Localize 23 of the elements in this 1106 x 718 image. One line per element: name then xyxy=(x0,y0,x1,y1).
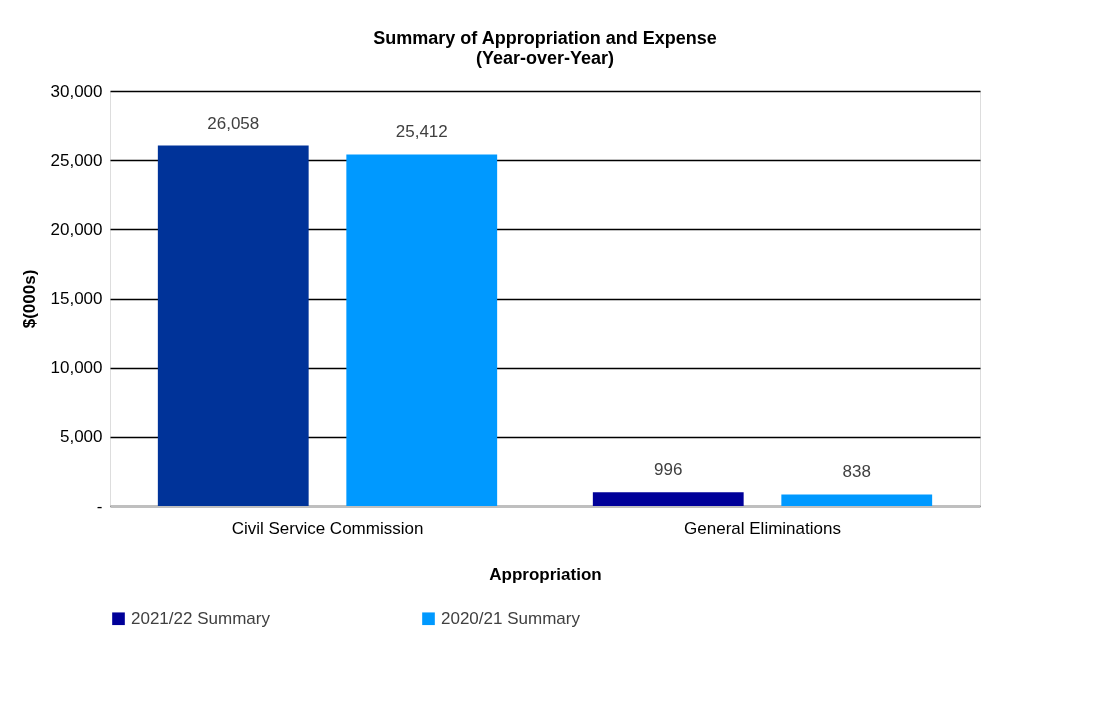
x-tick-label: Civil Service Commission xyxy=(231,518,424,538)
legend-label: 2020/21 Summary xyxy=(441,608,581,628)
y-tick-label: - xyxy=(96,496,103,516)
data-label: 838 xyxy=(842,462,871,482)
y-tick-label: 5,000 xyxy=(59,427,103,447)
legend-label: 2021/22 Summary xyxy=(131,608,271,628)
y-axis-title: $(000s) xyxy=(19,269,39,329)
x-axis-title: Appropriation xyxy=(489,564,602,584)
x-tick-label: General Eliminations xyxy=(684,518,841,538)
bar xyxy=(781,494,933,506)
y-tick-label: 20,000 xyxy=(50,219,103,239)
text: Summary of Appropriation and Expense xyxy=(373,28,717,48)
y-tick-label: 10,000 xyxy=(50,358,103,378)
y-tick-label: 15,000 xyxy=(50,289,103,308)
text: (Year-over-Year) xyxy=(475,48,615,68)
bar xyxy=(346,154,498,506)
data-label: 996 xyxy=(654,460,683,480)
data-label: 26,058 xyxy=(207,113,260,133)
data-label: 25,412 xyxy=(395,122,448,142)
bar xyxy=(592,492,744,506)
y-tick-label: 25,000 xyxy=(50,150,103,170)
bar xyxy=(157,145,309,506)
y-tick-label: 30,000 xyxy=(50,81,103,101)
